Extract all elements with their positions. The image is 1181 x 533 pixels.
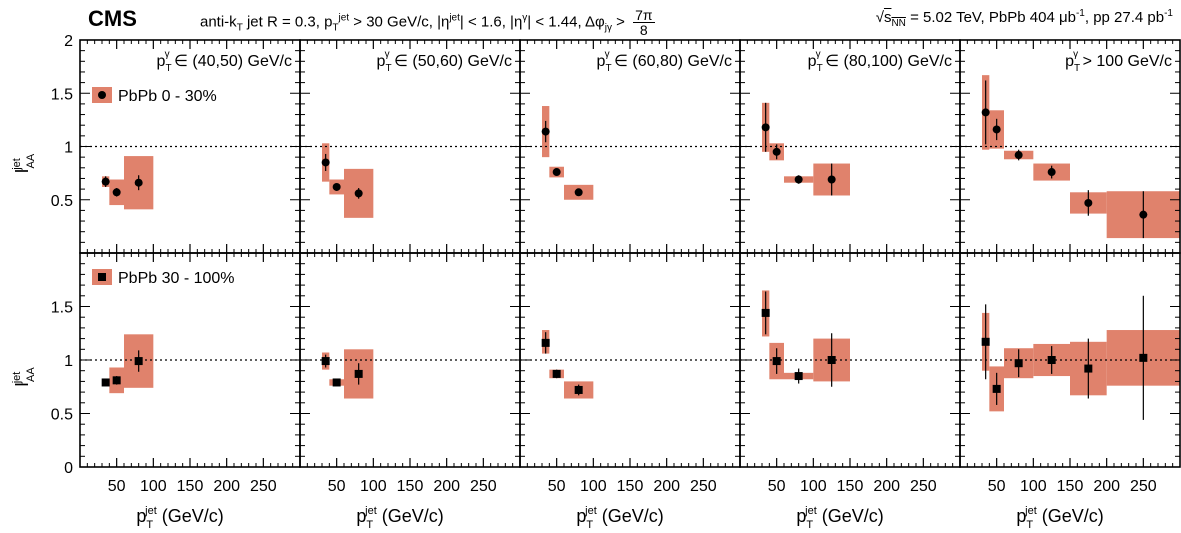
x-axis-title: pTjet (GeV/c) (1016, 505, 1103, 531)
y-tick-label: 1.5 (51, 86, 73, 103)
data-point (574, 385, 583, 394)
x-tick-label: 50 (108, 478, 126, 495)
pt-bin-label: pTγ > 100 GeV/c (1065, 49, 1172, 74)
legend-label: PbPb 30 - 100% (118, 270, 235, 287)
x-tick-label: 250 (250, 478, 277, 495)
x-tick-label: 250 (1130, 478, 1157, 495)
pt-bin-label: pTγ ∈ (60,80) GeV/c (597, 49, 732, 74)
x-tick-label: 250 (470, 478, 497, 495)
x-tick-label: 150 (617, 478, 644, 495)
pt-bin-label: pTγ ∈ (50,60) GeV/c (377, 49, 512, 74)
y-tick-label: 1 (64, 140, 73, 157)
legend-label: PbPb 0 - 30% (118, 88, 217, 105)
x-tick-label: 200 (213, 478, 240, 495)
data-point (992, 384, 1001, 393)
y-tick-label: 1.5 (51, 300, 73, 317)
data-point (772, 357, 781, 366)
data-point (112, 188, 121, 197)
data-point (321, 357, 330, 366)
data-point (761, 308, 770, 317)
data-point (321, 158, 330, 167)
figure-header: CMS anti-kT jet R = 0.3, pTjet > 30 GeV/… (0, 0, 1181, 40)
data-point (1047, 168, 1056, 177)
x-axis-title: pTjet (GeV/c) (136, 505, 223, 531)
data-point (1139, 353, 1148, 362)
x-axis-title: pTjet (GeV/c) (576, 505, 663, 531)
data-point (541, 338, 550, 347)
data-point (827, 175, 836, 184)
x-tick-label: 200 (1093, 478, 1120, 495)
pt-bin-label: pTγ ∈ (40,50) GeV/c (157, 49, 292, 74)
x-tick-label: 100 (140, 478, 167, 495)
collision-energy-text: √sNN = 5.02 TeV, PbPb 404 μb-1, pp 27.4 … (875, 8, 1173, 29)
y-axis-title: IAAjet (11, 367, 37, 387)
x-tick-label: 50 (328, 478, 346, 495)
x-tick-label: 200 (433, 478, 460, 495)
legend-marker (98, 273, 106, 281)
x-tick-label: 100 (580, 478, 607, 495)
x-tick-label: 150 (837, 478, 864, 495)
data-point (772, 147, 781, 156)
data-point (1047, 356, 1056, 364)
x-tick-label: 50 (548, 478, 566, 495)
data-point (761, 123, 770, 132)
data-point (981, 108, 990, 117)
data-point (354, 369, 363, 378)
data-point (1014, 359, 1023, 368)
data-point (552, 369, 561, 378)
data-point (541, 127, 550, 136)
data-point (1084, 364, 1093, 373)
data-point (354, 189, 363, 198)
x-tick-label: 50 (768, 478, 786, 495)
x-tick-label: 50 (988, 478, 1006, 495)
x-tick-label: 100 (1020, 478, 1047, 495)
y-axis-title: IAAjet (11, 153, 37, 173)
data-point (134, 357, 143, 366)
x-tick-label: 150 (177, 478, 204, 495)
data-point (101, 378, 110, 387)
x-tick-label: 100 (360, 478, 387, 495)
x-tick-label: 250 (690, 478, 717, 495)
data-point (992, 125, 1001, 134)
y-tick-label: 0.5 (51, 407, 73, 424)
data-point (794, 372, 803, 381)
experiment-logo: CMS (88, 6, 137, 31)
data-point (1084, 198, 1093, 207)
data-point (332, 378, 341, 387)
x-tick-label: 100 (800, 478, 827, 495)
data-point (827, 356, 836, 364)
data-point (332, 182, 341, 191)
legend-marker (98, 91, 106, 99)
data-point (134, 178, 143, 187)
data-point (112, 376, 121, 385)
data-point (794, 175, 803, 184)
data-point (1014, 151, 1023, 160)
x-tick-label: 150 (1057, 478, 1084, 495)
data-point (552, 168, 561, 177)
y-tick-label: 0.5 (51, 193, 73, 210)
data-point (1139, 210, 1148, 219)
y-tick-label: 1 (64, 353, 73, 370)
x-tick-label: 200 (653, 478, 680, 495)
data-point (574, 188, 583, 197)
x-axis-title: pTjet (GeV/c) (796, 505, 883, 531)
y-tick-label: 0 (64, 460, 73, 477)
x-tick-label: 250 (910, 478, 937, 495)
selection-cuts-text: anti-kT jet R = 0.3, pTjet > 30 GeV/c, |… (200, 7, 655, 38)
pt-bin-label: pTγ ∈ (80,100) GeV/c (808, 49, 952, 74)
x-axis-title: pTjet (GeV/c) (356, 505, 443, 531)
x-tick-label: 150 (397, 478, 424, 495)
data-point (101, 177, 110, 186)
delta-phi-fraction: 7π 8 (633, 7, 655, 38)
x-tick-label: 200 (873, 478, 900, 495)
y-tick-label: 2 (64, 33, 73, 50)
data-point (981, 337, 990, 346)
